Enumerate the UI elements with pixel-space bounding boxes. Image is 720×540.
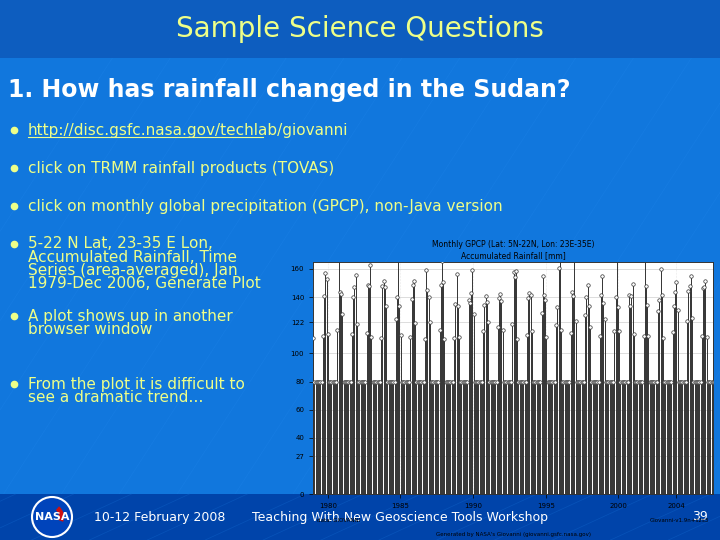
- Text: 39: 39: [692, 510, 708, 523]
- Bar: [0, 0, 720, 58]
- Text: click on TRMM rainfall products (TOVAS): click on TRMM rainfall products (TOVAS): [28, 160, 334, 176]
- Bar: [0, 494, 720, 540]
- Text: http://disc.gsfc.nasa.gov/techlab/giovanni: http://disc.gsfc.nasa.gov/techlab/giovan…: [28, 123, 348, 138]
- Text: NASA: NASA: [35, 512, 69, 522]
- Text: A plot shows up in another: A plot shows up in another: [28, 308, 233, 323]
- Text: 10-12 February 2008: 10-12 February 2008: [94, 510, 225, 523]
- Text: From the plot it is difficult to: From the plot it is difficult to: [28, 376, 245, 392]
- Text: see a dramatic trend…: see a dramatic trend…: [28, 389, 204, 404]
- Circle shape: [32, 497, 72, 537]
- Text: Accumulated Rainfall, Time: Accumulated Rainfall, Time: [28, 249, 237, 265]
- Text: 1979-Dec 2006, Generate Plot: 1979-Dec 2006, Generate Plot: [28, 275, 261, 291]
- Text: Generated by NASA's Giovanni (giovanni.gsfc.nasa.gov): Generated by NASA's Giovanni (giovanni.g…: [436, 532, 590, 537]
- Text: 5-22 N Lat, 23-35 E Lon,: 5-22 N Lat, 23-35 E Lon,: [28, 237, 213, 252]
- Text: Giovanni-v1.9n+s2s3: Giovanni-v1.9n+s2s3: [649, 518, 708, 523]
- Text: 1. How has rainfall changed in the Sudan?: 1. How has rainfall changed in the Sudan…: [8, 78, 570, 102]
- Text: Sample Science Questions: Sample Science Questions: [176, 15, 544, 43]
- Text: Teaching With New Geoscience Tools Workshop: Teaching With New Geoscience Tools Works…: [252, 510, 548, 523]
- Wedge shape: [55, 507, 64, 522]
- Text: data: GIOVANNI: data: GIOVANNI: [318, 518, 361, 523]
- Text: browser window: browser window: [28, 321, 153, 336]
- Title: Monthly GPCP (Lat: 5N-22N, Lon: 23E-35E)
Accumulated Rainfall [mm]: Monthly GPCP (Lat: 5N-22N, Lon: 23E-35E)…: [432, 240, 594, 260]
- Text: Series (area-averaged), Jan: Series (area-averaged), Jan: [28, 262, 238, 278]
- Text: click on monthly global precipitation (GPCP), non-Java version: click on monthly global precipitation (G…: [28, 199, 503, 213]
